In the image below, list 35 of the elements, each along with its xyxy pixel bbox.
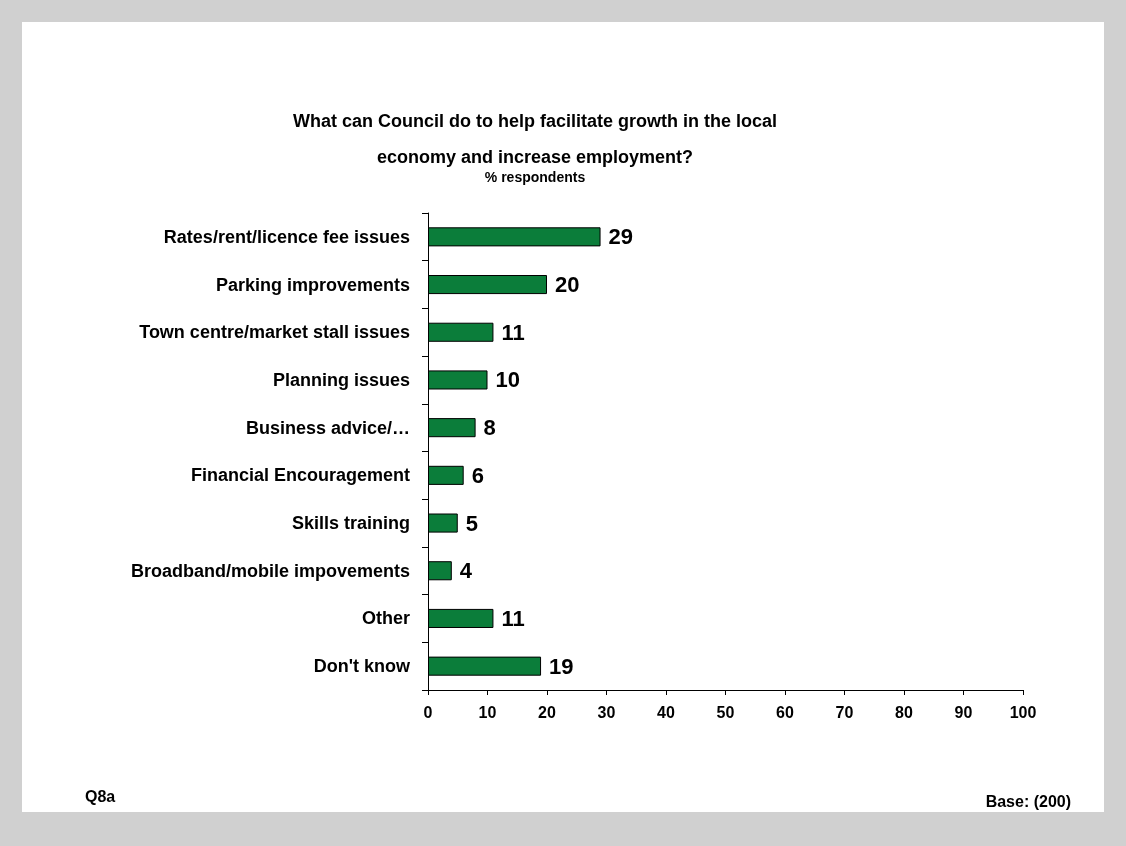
chart-subtitle: % respondents [484,169,586,185]
x-tick-label: 90 [954,703,973,721]
x-tick-label: 20 [538,703,556,721]
x-tick-label: 40 [657,703,675,721]
data-label: 4 [459,558,473,584]
x-tick-label: 30 [597,703,616,721]
data-label: 6 [471,462,484,488]
data-label: 11 [501,319,525,345]
y-tick-label: Skills training [291,513,410,534]
x-tick-label: 10 [478,703,497,721]
x-tick-label: 100 [1009,703,1037,721]
y-tick-label: Business advice/… [245,417,410,438]
x-tick-label: 60 [776,703,794,721]
y-tick-label: Don't know [313,656,411,677]
y-tick-label: Broadband/mobile impovements [130,560,410,581]
x-tick-label: 0 [423,703,433,721]
x-tick-label: 80 [895,703,913,721]
y-tick-label: Other [361,608,410,629]
y-tick-label: Parking improvements [215,274,410,295]
data-label: 11 [501,605,525,631]
y-tick-label: Planning issues [272,369,410,390]
data-label: 8 [483,415,496,441]
data-label: 29 [608,224,634,250]
text: Q8a [85,787,116,805]
data-label: 20 [555,272,580,298]
chart-title: What can Council do to help facilitate growth in the local economy and increase employment? [292,111,778,167]
y-tick-label: Town centre/market stall issues [139,322,410,343]
y-tick-label: Financial Encouragement [190,465,410,486]
x-tick-label: 50 [716,703,735,721]
data-label: 5 [465,510,478,536]
x-tick-label: 70 [835,703,854,721]
data-label: 10 [495,367,520,393]
y-tick-label: Rates/rent/licence fee issues [163,226,410,247]
text: Base: (200) [985,792,1071,810]
data-label: 19 [549,653,574,679]
